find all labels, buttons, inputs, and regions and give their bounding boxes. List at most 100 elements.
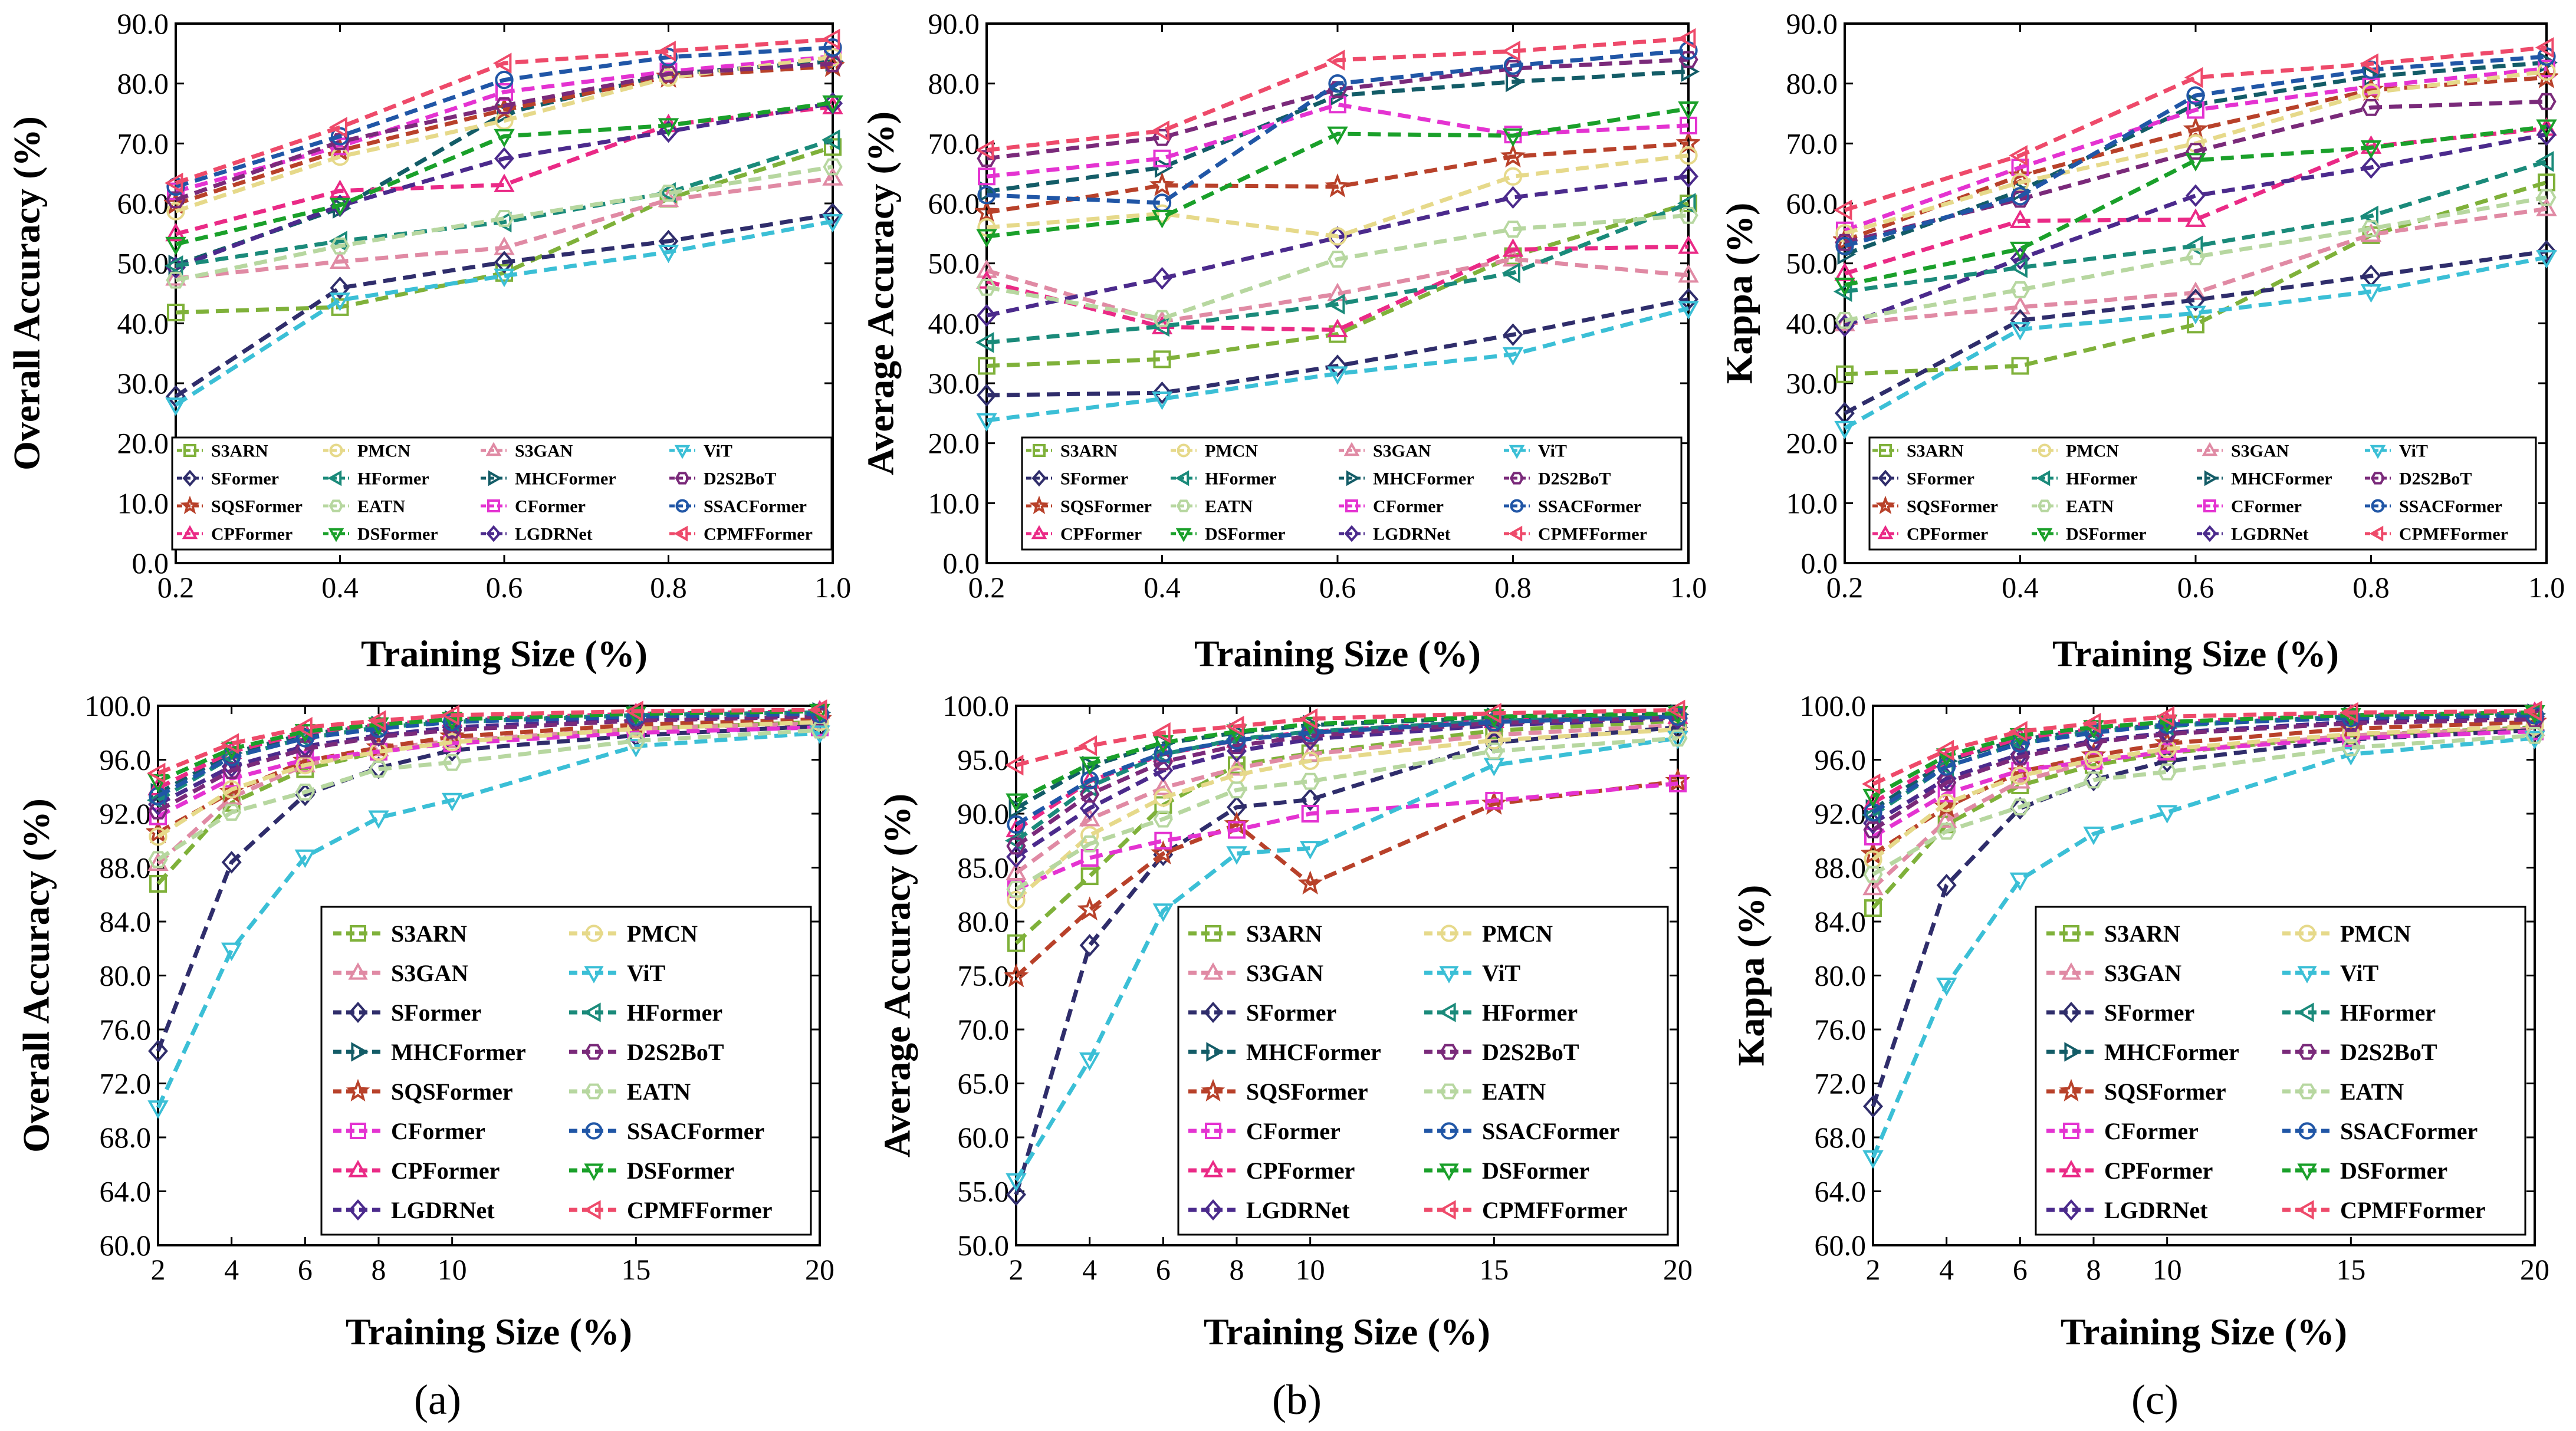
data-point-CPMFFormer bbox=[2360, 53, 2378, 74]
data-point-SQSFormer bbox=[2183, 116, 2209, 141]
data-point-CPFormer bbox=[1678, 235, 1699, 254]
series-line-D2S2BoT bbox=[175, 61, 833, 202]
data-point-CFormer bbox=[1301, 805, 1319, 823]
data-point-EATN bbox=[1937, 823, 1957, 840]
legend-label-SSACFormer: SSACFormer bbox=[1538, 497, 1641, 517]
data-point-ViT bbox=[1226, 846, 1247, 865]
legend: S3ARN PMCN S3GAN ViT SFormer HFormer MHCFormer… bbox=[1177, 906, 1669, 1236]
x-tick-label: 2 bbox=[1009, 1253, 1024, 1286]
data-point-ViT bbox=[2009, 322, 2031, 341]
data-point-S3ARN bbox=[978, 357, 995, 375]
data-point-DSFormer bbox=[368, 717, 389, 736]
data-point-MHCFormer bbox=[1008, 798, 1028, 819]
data-point-DSFormer bbox=[1151, 209, 1173, 229]
legend-marker-SSACFormer bbox=[1440, 1122, 1458, 1140]
legend-marker-SFormer bbox=[1878, 469, 1893, 487]
data-point-SQSFormer bbox=[1149, 172, 1175, 196]
legend-label-SSACFormer: SSACFormer bbox=[704, 497, 807, 517]
y-tick-label: 84.0 bbox=[100, 905, 152, 938]
x-tick-label: 0.2 bbox=[968, 571, 1006, 604]
data-point-EATN bbox=[626, 732, 646, 749]
series-line-SSACFormer bbox=[175, 45, 833, 189]
legend-marker-SSACFormer bbox=[675, 499, 689, 513]
y-tick-label: 85.0 bbox=[958, 851, 1010, 884]
y-tick-label: 64.0 bbox=[100, 1175, 152, 1208]
legend-label-CPMFFormer: CPMFFormer bbox=[2399, 525, 2508, 544]
y-tick-label: 60.0 bbox=[1786, 187, 1838, 220]
data-point-CFormer bbox=[1154, 831, 1172, 850]
data-point-ViT bbox=[1502, 347, 1524, 366]
data-point-DSFormer bbox=[165, 236, 186, 256]
legend-marker-MHCFormer bbox=[351, 1042, 369, 1062]
y-tick-label: 30.0 bbox=[1786, 367, 1838, 400]
data-point-ViT bbox=[2360, 284, 2382, 303]
legend-marker-CPFormer bbox=[1031, 525, 1047, 539]
data-point-ViT bbox=[1152, 903, 1174, 922]
y-tick-label: 30.0 bbox=[117, 367, 169, 400]
y-tick-label: 88.0 bbox=[100, 851, 152, 884]
legend-label-CFormer: CFormer bbox=[1246, 1118, 1340, 1144]
y-tick-label: 96.0 bbox=[100, 744, 152, 777]
legend-label-PMCN: PMCN bbox=[1482, 920, 1553, 947]
series-line-SSACFormer bbox=[1844, 54, 2547, 248]
charts: 0.010.020.030.040.050.060.070.080.090.00… bbox=[6, 7, 2565, 1353]
legend-marker-S3ARN bbox=[1879, 444, 1892, 457]
series-line-SQSFormer bbox=[1872, 720, 2535, 856]
data-point-PMCN bbox=[1937, 794, 1956, 812]
series-line-SQSFormer bbox=[157, 717, 820, 835]
legend: S3ARN PMCN S3GAN ViT SFormer HFormer MHCFormer… bbox=[1868, 436, 2537, 551]
legend-marker-CPFormer bbox=[1203, 1160, 1223, 1177]
data-point-PMCN bbox=[149, 827, 167, 846]
data-point-PMCN bbox=[1328, 227, 1347, 246]
data-point-S3ARN bbox=[2538, 173, 2555, 192]
data-point-ViT bbox=[809, 725, 830, 744]
data-point-LGDRNet bbox=[494, 147, 514, 170]
legend-label-PMCN: PMCN bbox=[2066, 442, 2119, 461]
legend-marker-SFormer bbox=[1031, 469, 1047, 487]
legend-marker-CPFormer bbox=[348, 1160, 368, 1177]
data-point-HFormer bbox=[1151, 315, 1169, 337]
x-tick-label: 10 bbox=[438, 1253, 467, 1286]
legend-label-S3ARN: S3ARN bbox=[1060, 442, 1118, 461]
y-tick-label: 0.0 bbox=[943, 547, 980, 580]
data-point-DSFormer bbox=[1483, 709, 1505, 728]
legend-label-LGDRNet: LGDRNet bbox=[1373, 525, 1451, 544]
y-tick-label: 55.0 bbox=[958, 1175, 1010, 1208]
data-point-CPMFFormer bbox=[294, 716, 313, 738]
x-tick-label: 15 bbox=[2336, 1253, 2365, 1286]
legend-marker-HFormer bbox=[1175, 470, 1190, 486]
y-tick-label: 100.0 bbox=[1800, 689, 1867, 722]
y-tick-label: 84.0 bbox=[1815, 905, 1867, 938]
legend-label-SFormer: SFormer bbox=[2104, 999, 2194, 1026]
data-point-SFormer bbox=[1863, 1095, 1883, 1118]
data-point-HFormer bbox=[1833, 281, 1852, 302]
legend-label-CPFormer: CPFormer bbox=[1907, 525, 1988, 544]
legend-marker-MHCFormer bbox=[2204, 470, 2219, 486]
legend-marker-SSACFormer bbox=[585, 1122, 603, 1140]
x-tick-label: 15 bbox=[621, 1253, 650, 1286]
x-tick-label: 2 bbox=[1866, 1253, 1881, 1286]
data-point-DSFormer bbox=[1667, 706, 1688, 725]
legend-label-HFormer: HFormer bbox=[1205, 469, 1277, 489]
series-line-CFormer bbox=[175, 54, 833, 194]
data-point-S3GAN bbox=[1502, 248, 1524, 267]
data-point-LGDRNet bbox=[2536, 123, 2557, 146]
legend-marker-CPMFFormer bbox=[2296, 1200, 2314, 1220]
legend-label-S3ARN: S3ARN bbox=[1907, 442, 1964, 461]
data-point-SFormer bbox=[166, 385, 186, 408]
legend-marker-LGDRNet bbox=[349, 1199, 367, 1221]
legend-label-HFormer: HFormer bbox=[627, 999, 722, 1026]
legend-label-S3ARN: S3ARN bbox=[1246, 920, 1322, 947]
y-tick-label: 68.0 bbox=[100, 1121, 152, 1154]
legend-label-CPMFFormer: CPMFFormer bbox=[704, 525, 813, 544]
data-point-LGDRNet bbox=[977, 304, 997, 327]
x-tick-label: 0.8 bbox=[650, 571, 687, 604]
y-tick-label: 60.0 bbox=[928, 187, 980, 220]
x-tick-label: 8 bbox=[1230, 1253, 1244, 1286]
data-point-D2S2BoT bbox=[658, 65, 679, 83]
x-axis-label: Training Size (%) bbox=[361, 633, 648, 675]
series-line-D2S2BoT bbox=[986, 57, 1689, 161]
x-tick-label: 0.4 bbox=[1144, 571, 1181, 604]
x-tick-label: 0.6 bbox=[2177, 571, 2214, 604]
